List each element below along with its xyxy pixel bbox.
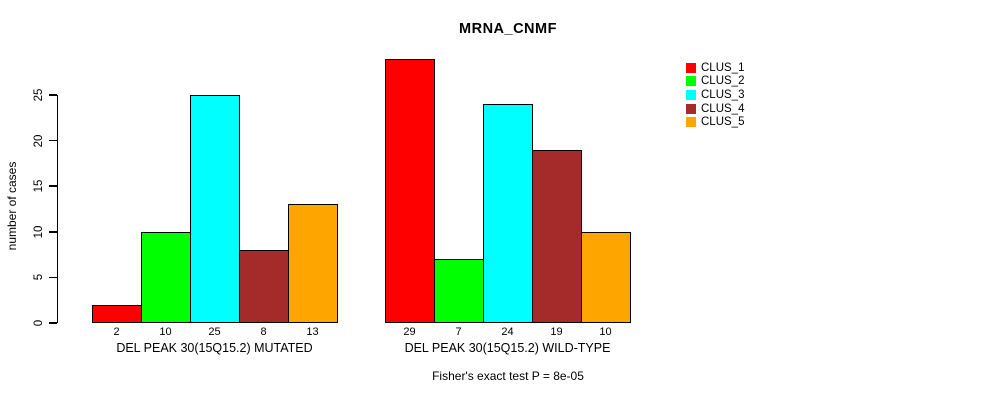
bar-value-label: 19 [550,326,563,338]
y-tick-mark [49,231,57,233]
legend-label: CLUS_4 [701,102,745,115]
bar-value-label: 29 [403,326,416,338]
bar-clus_2-wildtype [434,259,484,323]
legend-label: CLUS_5 [701,116,745,129]
chart-title: MRNA_CNMF [459,21,557,37]
legend-item-clus_3: CLUS_3 [686,88,744,102]
bar-clus_1-mutated [92,304,142,323]
y-tick-label: 25 [33,88,45,102]
y-tick-mark [49,322,57,324]
legend-label: CLUS_2 [701,75,745,88]
bar-value-label: 10 [159,326,172,338]
bar-clus_1-wildtype [385,58,435,323]
bar-clus_5-mutated [288,204,338,323]
legend-item-clus_5: CLUS_5 [686,115,744,129]
bar-value-label: 8 [260,326,267,338]
legend-swatch-clus_3 [686,89,696,100]
bar-value-label: 7 [455,326,462,338]
legend-swatch-clus_5 [686,117,696,128]
group-label-wildtype: DEL PEAK 30(15Q15.2) WILD-TYPE [404,341,611,355]
bar-value-label: 13 [306,326,319,338]
y-tick-label: 20 [33,134,45,147]
bar-value-label: 2 [113,326,120,338]
bar-clus_3-wildtype [483,104,533,323]
y-tick-mark [49,94,57,96]
y-tick-label: 10 [33,225,45,239]
legend-item-clus_1: CLUS_1 [686,61,744,75]
bar-value-label: 10 [599,326,612,338]
bar-clus_2-mutated [141,231,191,323]
fisher-test-caption: Fisher's exact test P = 8e-05 [432,369,584,383]
bar-clus_3-mutated [190,95,240,323]
legend-label: CLUS_1 [701,61,745,74]
y-tick-label: 0 [33,319,45,327]
group-label-mutated: DEL PEAK 30(15Q15.2) MUTATED [116,341,313,355]
y-tick-mark [49,139,57,142]
legend-label: CLUS_3 [701,88,745,101]
y-tick-mark [49,185,57,187]
bar-value-label: 25 [208,326,221,338]
y-axis-title: number of cases [5,161,19,251]
legend-swatch-clus_4 [686,103,696,114]
legend-item-clus_4: CLUS_4 [686,102,744,116]
legend-item-clus_2: CLUS_2 [686,75,744,89]
y-tick-label: 5 [33,274,45,281]
bar-clus_4-mutated [239,250,289,323]
y-axis-line [56,95,58,323]
bar-clus_4-wildtype [532,149,582,323]
bar-value-label: 24 [501,326,514,338]
legend-swatch-clus_2 [686,76,696,87]
legend: CLUS_1 CLUS_2 CLUS_3 CLUS_4 CLUS_5 [686,61,744,129]
legend-swatch-clus_1 [686,62,696,73]
bar-clus_5-wildtype [581,231,631,323]
y-tick-mark [49,276,57,279]
y-tick-label: 15 [33,179,45,193]
